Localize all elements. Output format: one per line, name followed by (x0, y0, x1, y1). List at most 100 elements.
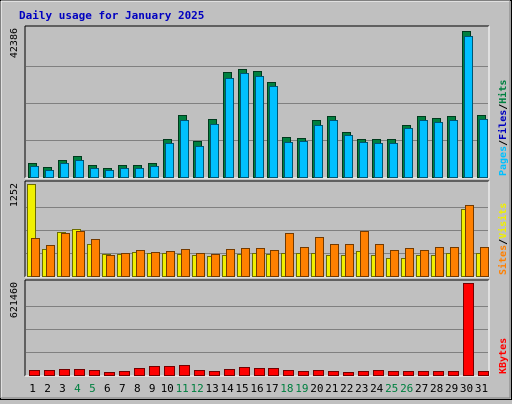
panels-layer: 42386Pages/Files/Hits1252Sites/Visits621… (9, 25, 509, 377)
panel-max-label: 1252 (9, 183, 20, 207)
x-tick-label-day-18: 18 (280, 382, 293, 395)
bar-pages-day-13 (210, 124, 219, 178)
bar-kbytes-day-11 (179, 365, 190, 376)
bar-kbytes-day-13 (209, 371, 220, 376)
bar-sites-day-7 (121, 253, 130, 277)
x-tick-label-day-8: 8 (134, 382, 141, 395)
x-tick-label-day-21: 21 (325, 382, 338, 395)
bar-sites-day-28 (435, 247, 444, 277)
bar-sites-day-20 (315, 237, 324, 277)
bar-pages-day-18 (284, 142, 293, 178)
x-tick-label-day-13: 13 (205, 382, 218, 395)
bar-kbytes-day-18 (283, 370, 294, 376)
bar-sites-day-2 (46, 245, 55, 277)
bar-pages-day-20 (314, 125, 323, 178)
bar-sites-day-14 (226, 249, 235, 277)
bar-pages-day-7 (120, 168, 129, 178)
bar-kbytes-day-28 (433, 371, 444, 376)
x-tick-label-day-10: 10 (161, 382, 174, 395)
bar-kbytes-day-5 (89, 370, 100, 376)
bar-kbytes-day-6 (104, 372, 115, 376)
x-tick-label-day-24: 24 (370, 382, 384, 395)
bar-sites-day-21 (330, 244, 339, 277)
bar-sites-day-6 (106, 255, 115, 277)
x-tick-label-day-20: 20 (310, 382, 323, 395)
bar-sites-day-8 (136, 250, 145, 277)
panel-background (25, 280, 489, 376)
panel-legend: KBytes (498, 338, 509, 374)
x-tick-label-day-22: 22 (340, 382, 353, 395)
bar-sites-day-30 (465, 205, 474, 277)
x-tick-label-day-9: 9 (149, 382, 156, 395)
bar-kbytes-day-24 (373, 370, 384, 376)
bar-kbytes-day-15 (239, 367, 250, 376)
bar-kbytes-day-4 (74, 369, 85, 376)
bar-sites-day-25 (390, 250, 399, 277)
bar-kbytes-day-1 (29, 370, 40, 376)
x-tick-label-day-4: 4 (74, 382, 81, 395)
panel-kbytes: 621460 KBytes (9, 279, 509, 377)
legend-entry: Pages (498, 146, 509, 176)
bar-kbytes-day-2 (44, 370, 55, 376)
bar-pages-day-22 (344, 135, 353, 178)
bar-pages-day-25 (389, 143, 398, 178)
bar-sites-day-23 (360, 231, 369, 277)
x-tick-label-day-17: 17 (265, 382, 278, 395)
legend-entry: KBytes (498, 338, 509, 374)
legend-entry: / (498, 104, 509, 110)
bar-kbytes-day-30 (463, 283, 474, 376)
bar-pages-day-27 (419, 120, 428, 178)
bar-kbytes-day-19 (298, 371, 309, 376)
x-tick-label-day-19: 19 (295, 382, 308, 395)
bar-kbytes-day-22 (343, 372, 354, 376)
bar-pages-day-26 (404, 128, 413, 178)
panel-legend: Pages/Files/Hits (497, 80, 509, 176)
bar-pages-day-15 (240, 73, 249, 178)
bar-sites-day-3 (61, 233, 70, 277)
bar-kbytes-day-3 (59, 369, 70, 376)
bar-pages-day-30 (464, 36, 473, 178)
legend-entry: / (498, 140, 509, 146)
bar-sites-day-11 (181, 249, 190, 277)
panel-legend: Sites/Visits (497, 203, 509, 275)
bar-kbytes-day-8 (134, 368, 145, 376)
x-axis: 1 2 3 4 5 6 7 8 9 10 11 12 13 14 15 16 17 18 19 20 21 22 23 24 2… (29, 382, 488, 395)
x-tick-label-day-28: 28 (430, 382, 443, 395)
x-tick-label-day-16: 16 (250, 382, 263, 395)
bar-pages-day-6 (105, 170, 114, 178)
bar-sites-day-29 (450, 247, 459, 277)
bar-pages-day-21 (329, 120, 338, 178)
bar-kbytes-day-17 (268, 368, 279, 376)
bar-sites-day-15 (241, 248, 250, 277)
bar-pages-day-5 (90, 168, 99, 178)
bar-kbytes-day-26 (403, 371, 414, 376)
bar-pages-day-23 (359, 142, 368, 178)
bar-sites-day-18 (285, 233, 294, 277)
bar-kbytes-day-14 (224, 369, 235, 376)
chart-title: Daily usage for January 2025 (19, 9, 204, 22)
bar-pages-day-24 (374, 143, 383, 178)
bar-sites-day-5 (91, 239, 100, 277)
bar-pages-day-29 (449, 120, 458, 178)
bar-pages-day-10 (165, 143, 174, 178)
bar-pages-day-1 (30, 166, 39, 178)
bar-sites-day-1 (31, 238, 40, 277)
bar-kbytes-day-9 (149, 366, 160, 376)
panel-max-label: 621460 (9, 282, 20, 318)
x-tick-label-day-3: 3 (59, 382, 66, 395)
legend-entry: Visits (497, 203, 509, 239)
legend-entry: Files (497, 110, 509, 140)
x-tick-label-day-25: 25 (385, 382, 398, 395)
bar-pages-day-2 (45, 170, 54, 178)
panel-max-label: 42386 (9, 28, 20, 58)
bar-pages-day-11 (180, 120, 189, 178)
x-tick-label-day-1: 1 (29, 382, 36, 395)
bar-sites-day-10 (166, 251, 175, 277)
bar-kbytes-day-16 (254, 368, 265, 376)
legend-entry: Sites (497, 245, 509, 275)
x-tick-label-day-26: 26 (400, 382, 413, 395)
bar-pages-day-17 (269, 86, 278, 178)
x-tick-label-day-2: 2 (44, 382, 51, 395)
bar-sites-day-9 (151, 252, 160, 277)
